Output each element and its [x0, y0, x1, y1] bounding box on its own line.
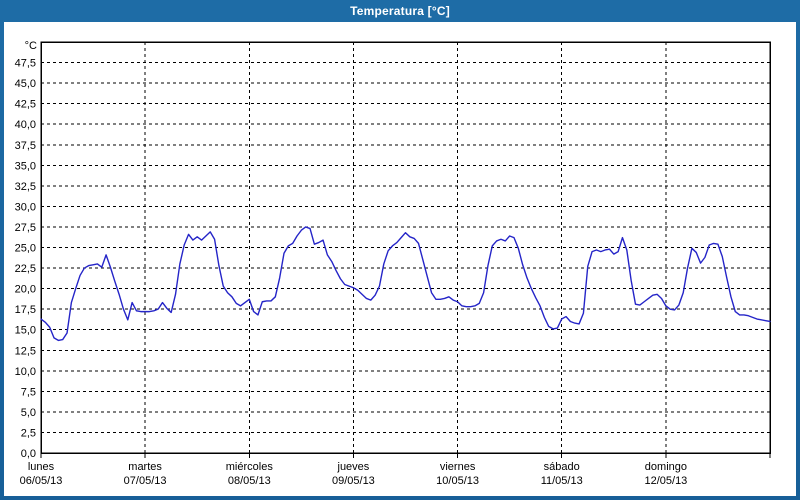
y-axis-label: 2,5	[21, 427, 36, 439]
y-axis-label: 15,0	[15, 325, 36, 337]
x-axis-date-label: 07/05/13	[124, 475, 167, 487]
x-axis-date-label: 08/05/13	[228, 475, 271, 487]
x-axis-day-label: domingo	[645, 461, 687, 473]
x-axis-date-label: 12/05/13	[644, 475, 687, 487]
y-axis-label: 35,0	[15, 160, 36, 172]
chart-panel: °C 47,5 45,0 42,5 40,0 37,5 35,0 32,5 30,0 27,5 25…	[4, 22, 796, 496]
x-axis-date-label: 10/05/13	[436, 475, 479, 487]
y-axis-label: 5,0	[21, 407, 36, 419]
y-axis-label: 30,0	[15, 201, 36, 213]
y-axis-label: 0,0	[21, 448, 36, 460]
x-axis-date-label: 06/05/13	[20, 475, 63, 487]
y-axis-label: 47,5	[15, 58, 36, 70]
y-axis-label: 45,0	[15, 78, 36, 90]
plot-border	[40, 41, 771, 454]
y-axis-label: 25,0	[15, 243, 36, 255]
y-axis-unit-label: °C	[25, 40, 37, 52]
window-title: Temperatura [°C]	[350, 4, 450, 18]
y-axis-label: 22,5	[15, 263, 36, 275]
y-axis-label: 7,5	[21, 386, 36, 398]
x-axis-date-label: 09/05/13	[332, 475, 375, 487]
y-axis-label: 37,5	[15, 140, 36, 152]
x-axis-date-label: 11/05/13	[541, 475, 583, 487]
title-bar[interactable]: Temperatura [°C]	[0, 0, 800, 22]
x-axis-day-label: miércoles	[226, 461, 274, 473]
y-axis-label: 12,5	[15, 345, 36, 357]
x-axis-day-label: viernes	[440, 461, 476, 473]
y-axis-label: 27,5	[15, 222, 36, 234]
temperature-chart: °C 47,5 45,0 42,5 40,0 37,5 35,0 32,5 30,0 27,5 25…	[15, 40, 771, 487]
x-axis-day-label: martes	[128, 461, 162, 473]
x-axis-day-label: sábado	[544, 461, 580, 473]
y-axis-label: 10,0	[15, 366, 36, 378]
x-axis-day-label: jueves	[337, 461, 370, 473]
y-axis-label: 42,5	[15, 99, 36, 111]
y-axis-label: 32,5	[15, 181, 36, 193]
x-axis-day-label: lunes	[28, 461, 55, 473]
temperature-series-line	[40, 226, 771, 342]
y-axis-label: 40,0	[15, 119, 36, 131]
y-axis-label: 17,5	[15, 304, 36, 316]
y-axis-label: 20,0	[15, 284, 36, 296]
